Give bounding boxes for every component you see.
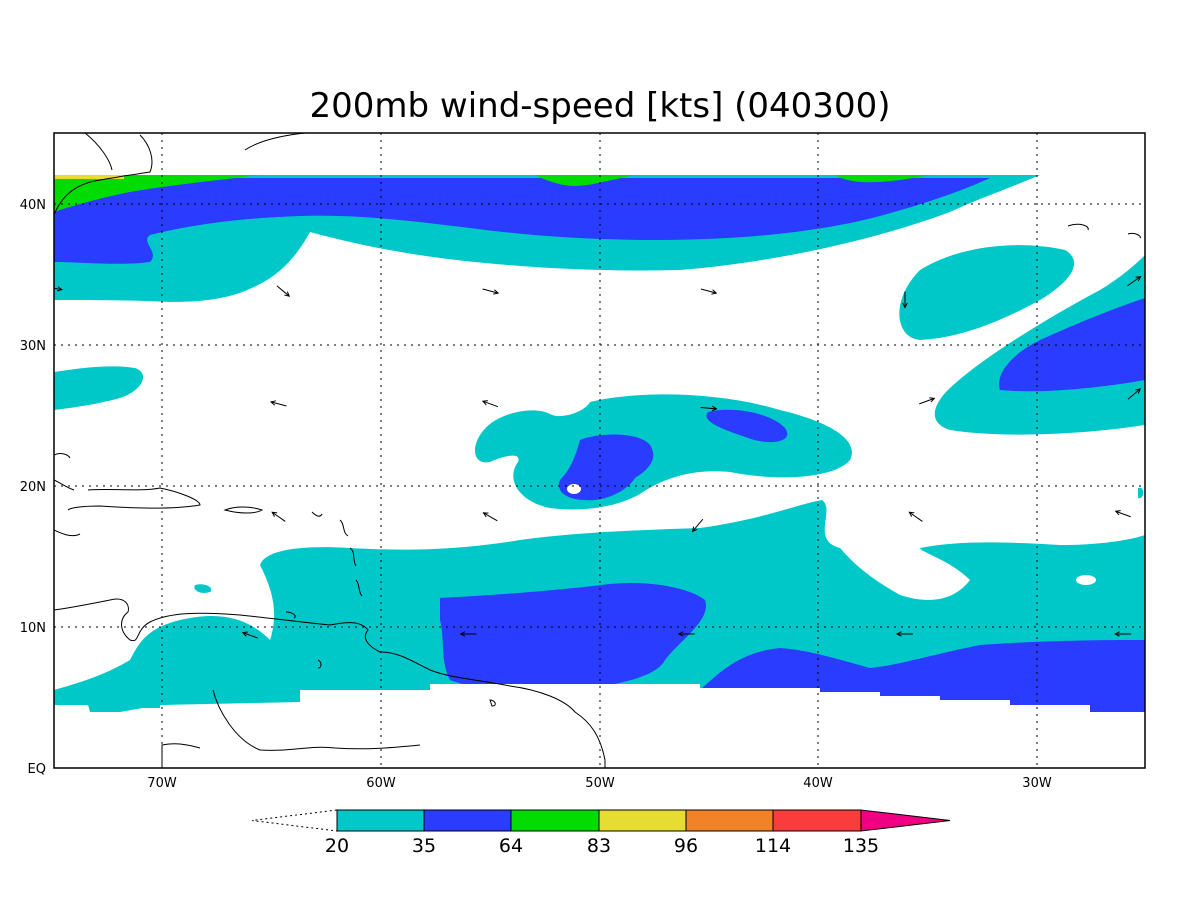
colorbar-swatch xyxy=(598,809,687,832)
wind-arrow xyxy=(919,397,936,405)
ne-band-35kt xyxy=(999,298,1145,392)
map-plot-area xyxy=(54,133,1145,768)
colorbar-swatch xyxy=(772,809,862,832)
wind-arrow xyxy=(1127,275,1142,287)
colorbar-high-triangle xyxy=(860,809,951,832)
jet-max-64kt xyxy=(54,175,260,212)
wind-arrow xyxy=(677,631,695,637)
wind-arrow xyxy=(1127,388,1142,400)
wind-arrow xyxy=(482,512,498,522)
y-tick-label: 20N xyxy=(20,480,46,495)
colorbar-swatch xyxy=(423,809,512,832)
y-tick-label: 40N xyxy=(20,198,46,213)
wind-arrow xyxy=(271,511,286,522)
wind-arrow xyxy=(691,518,704,533)
x-tick-label: 30W xyxy=(1022,776,1052,791)
wind-arrow xyxy=(895,631,913,637)
colorbar-label: 96 xyxy=(674,835,698,857)
wind-vectors xyxy=(54,275,1142,639)
x-tick-label: 70W xyxy=(147,776,177,791)
wind-arrow xyxy=(269,400,287,407)
coastlines xyxy=(54,133,1141,768)
colorbar-swatch xyxy=(685,809,774,832)
colorbar-swatch xyxy=(336,809,425,832)
jet-max-83kt xyxy=(54,175,124,179)
wind-arrow xyxy=(54,286,63,292)
wind-arrow xyxy=(459,631,477,637)
wind-arrow xyxy=(700,288,718,295)
colorbar-label: 64 xyxy=(499,835,523,857)
wind-arrow xyxy=(241,631,259,639)
wind-arrow xyxy=(700,405,718,412)
y-axis: EQ 10N 20N 30N 40N xyxy=(20,198,46,777)
colorbar: 20 35 64 83 96 114 135 xyxy=(251,809,951,857)
colorbar-label: 20 xyxy=(325,835,349,857)
wind-arrow xyxy=(1114,631,1132,637)
y-tick-label: 30N xyxy=(20,339,46,354)
y-tick-label: EQ xyxy=(28,762,46,777)
wind-arrow xyxy=(481,400,499,408)
colorbar-swatch xyxy=(510,809,600,832)
map-frame xyxy=(53,132,1146,769)
central-low-35kt xyxy=(558,434,654,501)
colorbar-low-triangle xyxy=(251,809,338,832)
colorbar-label: 35 xyxy=(412,835,436,857)
x-tick-label: 40W xyxy=(803,776,833,791)
wind-arrow xyxy=(1114,510,1131,518)
x-axis: 70W 60W 50W 40W 30W xyxy=(147,776,1052,791)
y-tick-label: 10N xyxy=(20,621,46,636)
map-title: 200mb wind-speed [kts] (040300) xyxy=(310,86,891,126)
colorbar-label: 114 xyxy=(755,835,791,857)
jet-core-35kt xyxy=(54,178,990,264)
x-tick-label: 60W xyxy=(366,776,396,791)
wind-arrow xyxy=(276,285,291,297)
wind-arrow xyxy=(482,288,500,295)
x-tick-label: 50W xyxy=(585,776,615,791)
map-grid xyxy=(54,133,1145,768)
colorbar-label: 135 xyxy=(843,835,879,857)
wind-arrow xyxy=(902,291,908,309)
wind-arrow xyxy=(908,511,923,522)
southern-band-35kt xyxy=(440,582,706,690)
colorbar-label: 83 xyxy=(587,835,611,857)
